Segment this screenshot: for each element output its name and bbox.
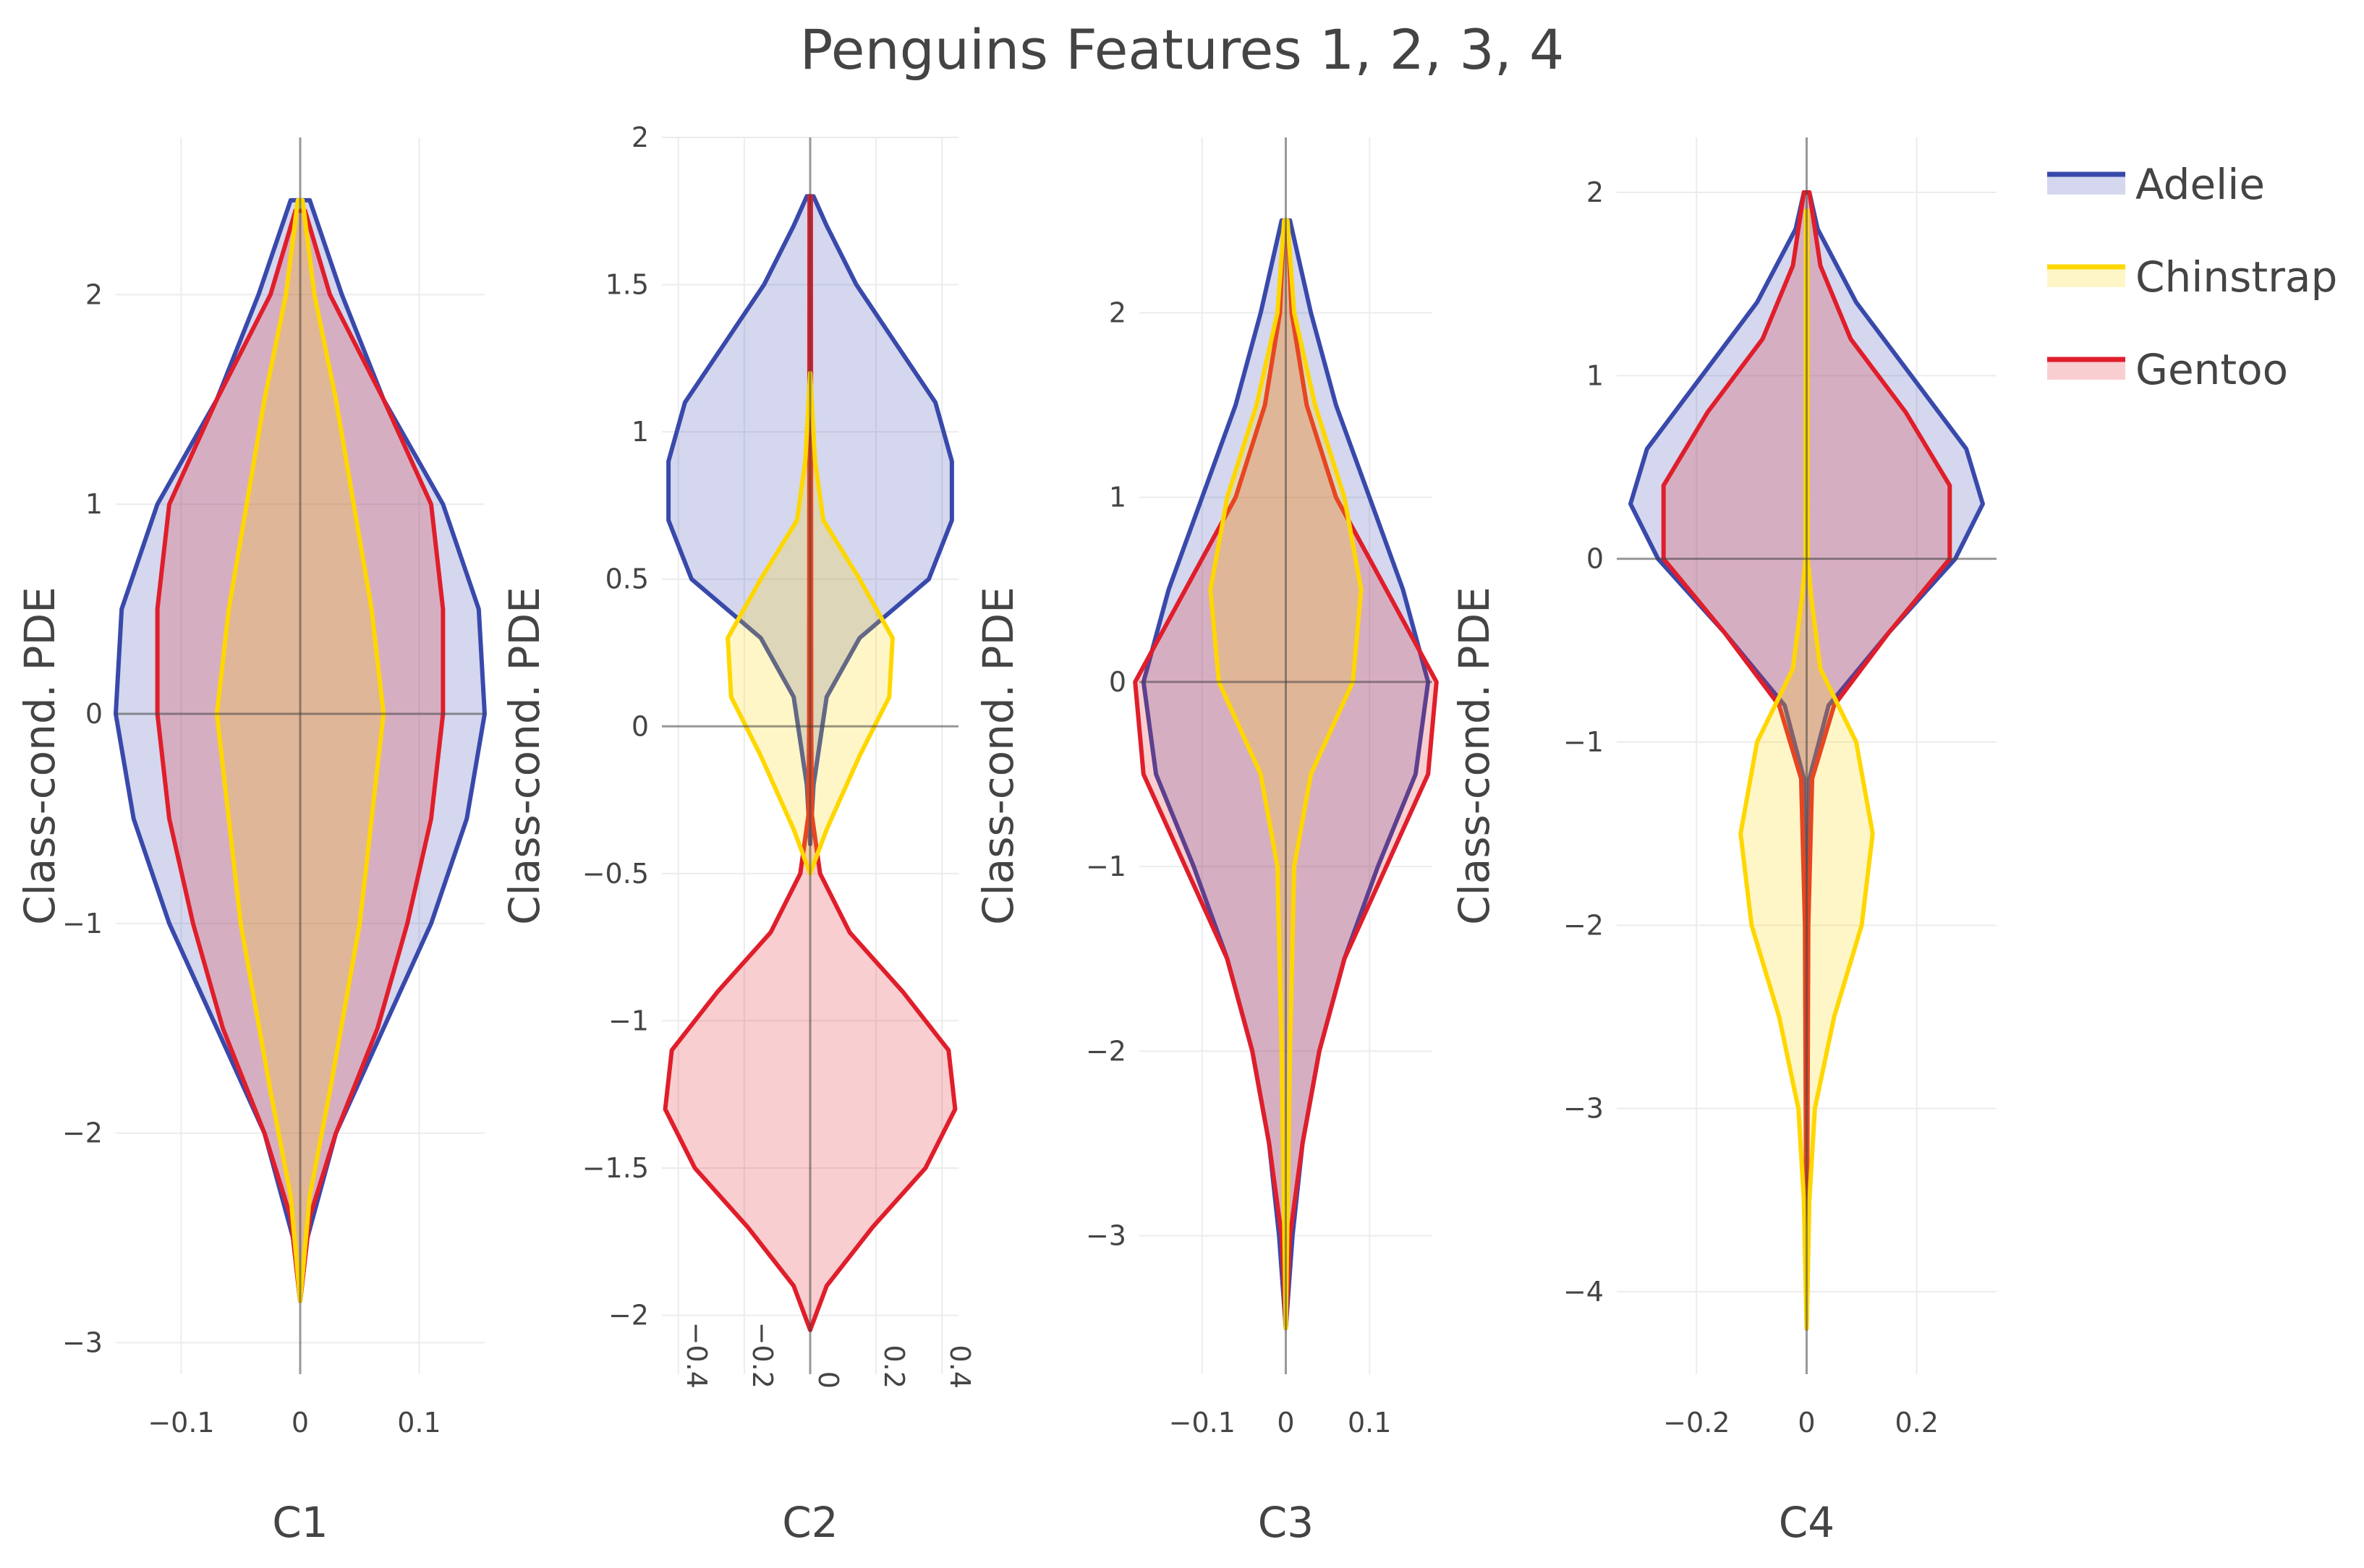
chart-title: Penguins Features 1, 2, 3, 4 xyxy=(800,17,1565,82)
y-tick-label: −2 xyxy=(62,1117,103,1149)
x-tick-label: 0 xyxy=(812,1371,844,1389)
y-tick-label: −1.5 xyxy=(582,1152,649,1184)
y-tick-label: 0 xyxy=(85,698,103,730)
x-tick-label: −0.2 xyxy=(747,1322,778,1389)
panel-1: −3 −2 −1 0 1 2 −0.1 0 0.1 C1 Class-cond. PDE xyxy=(15,137,487,1547)
y-tick-label: 0 xyxy=(1109,666,1126,698)
y-tick-label: 2 xyxy=(85,278,103,310)
y-axis-label: Class-cond. PDE xyxy=(15,587,64,925)
y-tick-label: −2 xyxy=(1086,1035,1126,1067)
panel-3: −3 −2 −1 0 1 2 −0.1 0 0.1 C3 Class-cond. PDE xyxy=(974,137,1439,1547)
y-tick-label: −4 xyxy=(1563,1276,1604,1308)
y-tick-label: 2 xyxy=(632,122,649,153)
y-tick-label: 2 xyxy=(1109,297,1126,328)
y-tick-label: 1 xyxy=(1109,482,1126,514)
y-tick-label: 0.5 xyxy=(605,563,649,595)
legend-swatch xyxy=(2047,174,2125,195)
legend-item-adelie[interactable]: Adelie xyxy=(2047,160,2265,209)
y-tick-label: −0.5 xyxy=(582,858,649,890)
x-tick-label: −0.1 xyxy=(1169,1407,1236,1439)
y-tick-label: 1 xyxy=(632,416,649,448)
legend-swatch xyxy=(2047,267,2125,287)
y-tick-label: −3 xyxy=(1563,1093,1604,1125)
y-tick-label: −2 xyxy=(608,1300,649,1331)
y-tick-label: −1 xyxy=(608,1005,649,1036)
y-tick-label: −3 xyxy=(1086,1220,1126,1252)
y-tick-label: 0 xyxy=(632,710,649,742)
x-axis-label: C4 xyxy=(1779,1498,1834,1547)
x-tick-label: 0 xyxy=(1277,1407,1294,1439)
y-axis-label: Class-cond. PDE xyxy=(1450,587,1499,925)
y-tick-label: −3 xyxy=(62,1327,103,1359)
x-tick-label: −0.1 xyxy=(148,1407,214,1439)
legend-label: Adelie xyxy=(2135,160,2265,209)
x-axis-label: C2 xyxy=(782,1498,838,1547)
y-tick-label: 1 xyxy=(1586,359,1604,391)
panel-2: −2 −1.5 −1 −0.5 0 0.5 1 1.5 2 −0.4 −0.2 0 0.2 0.4 C2 Cl… xyxy=(500,122,976,1547)
x-tick-label: 0 xyxy=(292,1407,309,1439)
legend-label: Gentoo xyxy=(2135,345,2288,394)
y-axis-label: Class-cond. PDE xyxy=(500,587,549,925)
y-tick-label: 0 xyxy=(1586,543,1604,575)
x-tick-label: 0 xyxy=(1798,1407,1815,1439)
y-tick-label: −1 xyxy=(1563,726,1604,758)
y-tick-label: 1.5 xyxy=(605,269,649,301)
y-tick-label: 2 xyxy=(1586,176,1604,208)
legend-item-chinstrap[interactable]: Chinstrap xyxy=(2047,252,2337,302)
y-tick-label: −2 xyxy=(1563,909,1604,941)
x-tick-label: −0.2 xyxy=(1663,1407,1730,1439)
x-tick-label: −0.4 xyxy=(681,1322,713,1389)
x-axis-label: C3 xyxy=(1258,1498,1314,1547)
x-tick-label: 0.1 xyxy=(397,1407,441,1439)
x-tick-label: 0.1 xyxy=(1348,1407,1391,1439)
panel-4: −4 −3 −2 −1 0 1 2 −0.2 0 0.2 C4 Class-cond. PDE xyxy=(1450,137,1997,1547)
x-tick-label: 0.4 xyxy=(944,1345,976,1389)
x-tick-label: 0.2 xyxy=(878,1345,910,1389)
legend-item-gentoo[interactable]: Gentoo xyxy=(2047,345,2288,394)
y-tick-label: −1 xyxy=(62,908,103,939)
legend-label: Chinstrap xyxy=(2135,252,2337,302)
y-axis-label: Class-cond. PDE xyxy=(974,587,1023,925)
x-tick-label: 0.2 xyxy=(1895,1407,1938,1439)
panels: −3 −2 −1 0 1 2 −0.1 0 0.1 C1 Class-cond. PDE −2 −1.5… xyxy=(15,122,1997,1547)
y-tick-label: −1 xyxy=(1086,851,1126,882)
legend-swatch xyxy=(2047,359,2125,380)
legend[interactable]: Adelie Chinstrap Gentoo xyxy=(2047,160,2337,394)
x-axis-label: C1 xyxy=(272,1498,328,1547)
y-tick-label: 1 xyxy=(85,488,103,520)
